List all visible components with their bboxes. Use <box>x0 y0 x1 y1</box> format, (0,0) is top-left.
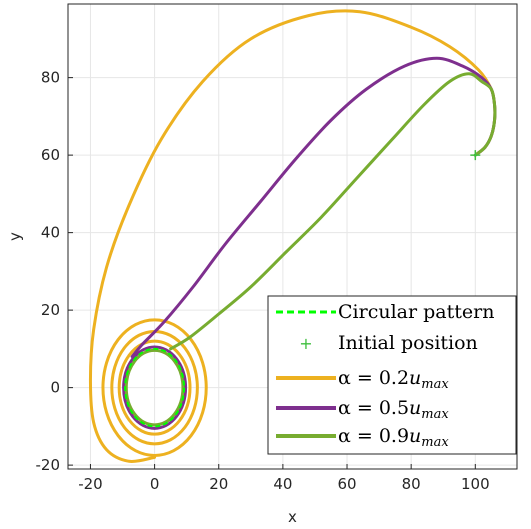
x-tick-label: 40 <box>273 475 292 493</box>
x-axis-label: x <box>288 508 297 526</box>
y-tick-label: 0 <box>50 379 60 397</box>
legend-label-initial: Initial position <box>338 332 478 354</box>
legend-label-s1: α = 0.2umax <box>338 367 449 392</box>
x-tick-label: 100 <box>461 475 490 493</box>
y-tick-label: 80 <box>41 69 60 87</box>
axes-frame <box>67 3 518 470</box>
series-loop-2 <box>122 345 188 430</box>
y-tick-label: -20 <box>36 456 61 474</box>
legend-box <box>267 295 517 455</box>
series-loop-3 <box>124 348 185 427</box>
ticks: -20 0 20 40 60 80 100 -20 0 20 40 60 80 <box>36 69 490 493</box>
x-tick-label: -20 <box>78 475 103 493</box>
x-tick-label: 20 <box>209 475 228 493</box>
series-loop-1 <box>117 339 192 436</box>
circular-pattern <box>124 347 186 428</box>
y-tick-label: 40 <box>41 224 60 242</box>
legend-label-circular: Circular pattern <box>338 301 494 323</box>
legend-marker-initial: + <box>299 334 312 353</box>
series-lines <box>88 9 497 463</box>
series-loop-1 <box>101 318 208 457</box>
x-tick-label: 0 <box>150 475 160 493</box>
y-tick-label: 60 <box>41 146 60 164</box>
y-axis-label: y <box>6 232 24 241</box>
series-line-3 <box>169 72 497 351</box>
x-tick-label: 60 <box>337 475 356 493</box>
legend: Circular pattern + Initial position α = … <box>267 295 517 455</box>
legend-label-s3: α = 0.9umax <box>338 425 449 450</box>
y-tick-label: 20 <box>41 301 60 319</box>
legend-label-s2: α = 0.5umax <box>338 397 449 422</box>
x-tick-label: 80 <box>402 475 421 493</box>
